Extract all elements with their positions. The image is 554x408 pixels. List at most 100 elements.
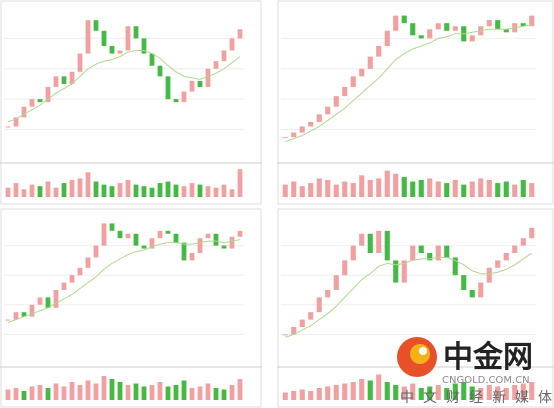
volume-bar — [149, 385, 155, 400]
candle — [299, 319, 305, 327]
volume-bar — [117, 183, 123, 197]
volume-bar — [125, 385, 131, 400]
volume-bar — [133, 184, 139, 197]
volume-bar — [316, 178, 322, 197]
candle — [189, 80, 195, 92]
volume-bar — [282, 392, 288, 400]
volume-bar — [85, 380, 91, 400]
volume-bar — [325, 179, 331, 197]
logo-inner — [410, 344, 430, 364]
volume-bar — [117, 382, 123, 400]
candle — [181, 91, 187, 103]
candle — [427, 29, 433, 39]
volume-bar — [61, 386, 67, 400]
candle — [173, 99, 179, 103]
candle — [69, 71, 75, 84]
volume-bar — [45, 388, 51, 400]
volume-bar — [486, 385, 492, 400]
volume-bar — [418, 388, 424, 400]
candle — [520, 23, 526, 27]
volume-bar — [350, 382, 356, 400]
volume-bar — [197, 386, 203, 400]
candle — [125, 26, 131, 51]
candle — [367, 56, 373, 69]
volume-bar — [205, 186, 211, 197]
volume-bar — [77, 178, 83, 197]
candle — [29, 304, 35, 317]
volume-bar — [367, 380, 373, 400]
candle — [229, 38, 235, 51]
candle — [325, 290, 331, 298]
volume-bar — [93, 383, 99, 400]
candle — [367, 233, 373, 253]
volume-bar — [401, 386, 407, 400]
volume-bar — [495, 183, 501, 197]
volume-bar — [157, 382, 163, 400]
candle — [53, 290, 59, 308]
candle — [384, 30, 390, 46]
candle — [13, 312, 19, 320]
candle — [205, 68, 211, 87]
candle — [333, 96, 339, 107]
volume-bar — [376, 374, 382, 400]
candle — [444, 23, 450, 31]
candle — [29, 99, 35, 107]
moving-average — [7, 50, 241, 123]
volume-bar — [401, 176, 407, 197]
candle — [350, 76, 356, 87]
candle — [350, 245, 356, 261]
candle — [393, 260, 399, 283]
candle — [21, 312, 27, 317]
volume-bar — [69, 179, 75, 197]
candle — [529, 15, 535, 27]
candle — [213, 61, 219, 69]
candle — [133, 233, 139, 246]
volume-bar — [229, 385, 235, 400]
candle — [149, 238, 155, 249]
volume-bar — [5, 389, 11, 400]
candle — [197, 238, 203, 253]
candle — [469, 35, 475, 42]
candle — [141, 245, 147, 249]
candle — [45, 86, 51, 103]
volume-bar — [393, 385, 399, 400]
candle — [316, 297, 322, 313]
candle — [149, 53, 155, 66]
volume-bar — [141, 186, 147, 197]
candle — [503, 29, 509, 33]
candle — [237, 230, 243, 237]
candle — [427, 253, 433, 261]
volume-bar — [359, 379, 365, 400]
volume-bar — [376, 178, 382, 197]
volume-bar — [125, 179, 131, 197]
volume-bar — [237, 169, 243, 197]
volume-bar — [461, 184, 467, 197]
candle — [503, 253, 509, 261]
candle — [5, 126, 11, 128]
volume-bar — [133, 383, 139, 400]
volume-bar — [435, 181, 441, 197]
volume-bar — [61, 183, 67, 197]
candle — [109, 45, 115, 54]
candle — [173, 233, 179, 243]
volume-bar — [342, 383, 348, 400]
volume-bar — [93, 181, 99, 197]
candle — [529, 227, 535, 239]
candle — [85, 20, 91, 54]
candle — [237, 29, 243, 39]
volume-bar — [157, 183, 163, 197]
panel — [0, 0, 262, 205]
candle — [299, 126, 305, 133]
volume-bar — [435, 385, 441, 400]
candle — [157, 65, 163, 77]
volume-bar — [173, 184, 179, 197]
volume-bar — [469, 386, 475, 400]
candle — [291, 132, 297, 138]
volume-bar — [229, 189, 235, 197]
volume-bar — [325, 386, 331, 400]
candle — [410, 23, 416, 36]
panel — [0, 208, 262, 408]
volume-bar — [189, 388, 195, 400]
candle — [495, 20, 501, 30]
volume-bar — [299, 186, 305, 197]
